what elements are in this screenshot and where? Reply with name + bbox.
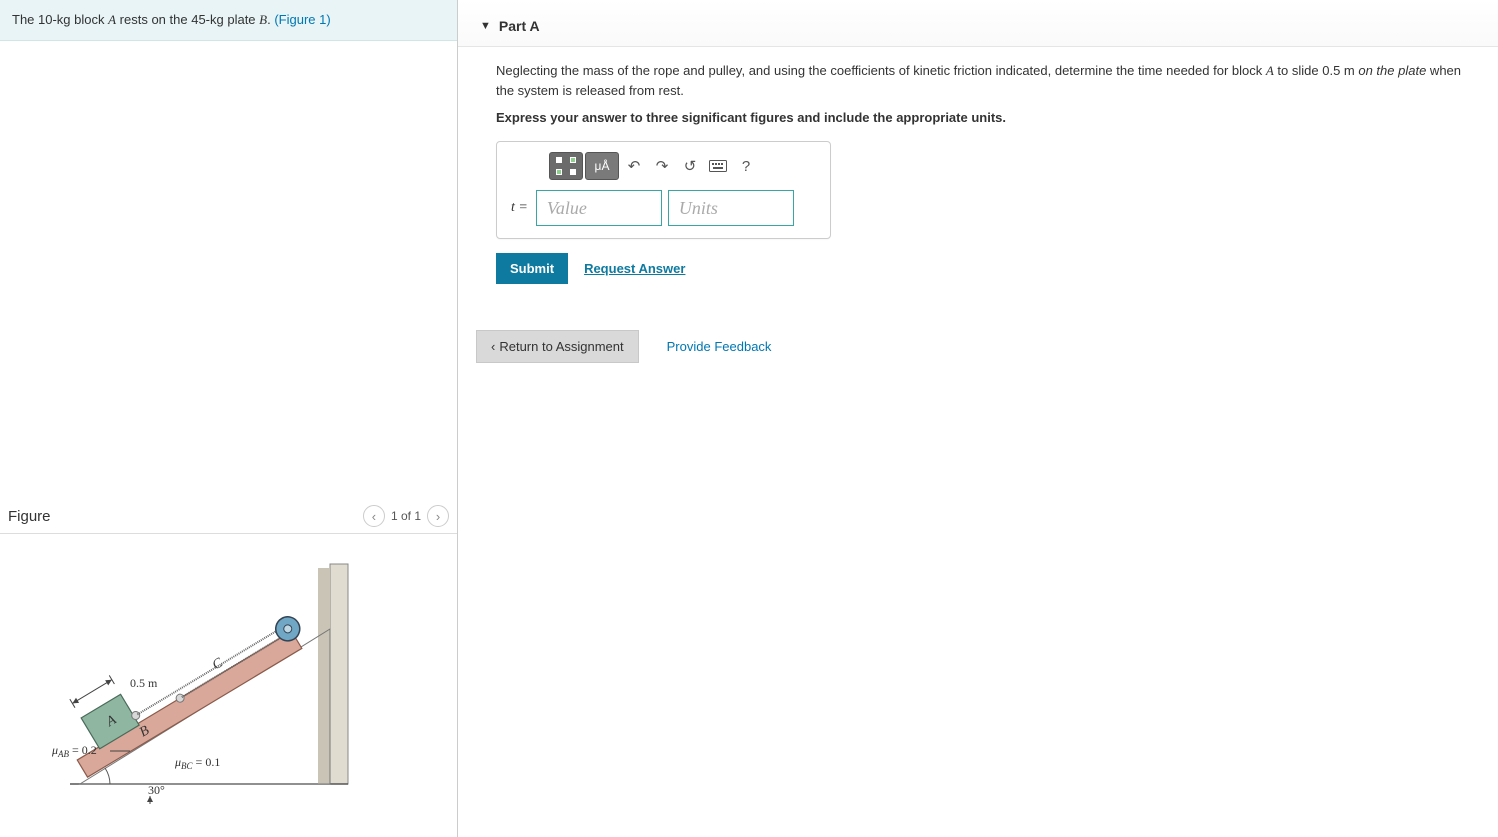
return-button[interactable]: ‹ Return to Assignment bbox=[476, 330, 639, 363]
undo-icon[interactable]: ↶ bbox=[621, 154, 647, 178]
figure-title: Figure bbox=[8, 508, 51, 525]
chevron-left-icon: ‹ bbox=[491, 339, 495, 354]
variable-label: t = bbox=[509, 200, 530, 216]
problem-text: rests on the 45-kg plate bbox=[116, 12, 259, 27]
request-answer-link[interactable]: Request Answer bbox=[584, 261, 685, 276]
keyboard-icon[interactable] bbox=[705, 154, 731, 178]
part-header[interactable]: ▼ Part A bbox=[458, 0, 1498, 47]
figure-nav: ‹ 1 of 1 › bbox=[363, 505, 449, 527]
figure-image: A B C bbox=[0, 534, 457, 827]
svg-text:0.5 m: 0.5 m bbox=[130, 676, 158, 690]
var-b: B bbox=[259, 12, 267, 27]
collapse-icon: ▼ bbox=[480, 20, 491, 32]
problem-statement: The 10-kg block A rests on the 45-kg pla… bbox=[0, 0, 457, 41]
redo-icon[interactable]: ↷ bbox=[649, 154, 675, 178]
svg-text:μAB = 0.2: μAB = 0.2 bbox=[51, 743, 97, 759]
return-label: Return to Assignment bbox=[499, 339, 623, 354]
figure-counter: 1 of 1 bbox=[391, 509, 421, 523]
answer-toolbar: μÅ ↶ ↷ ↺ ? bbox=[549, 152, 818, 180]
problem-text: The 10-kg block bbox=[12, 12, 108, 27]
figure-link[interactable]: (Figure 1) bbox=[274, 12, 330, 27]
instruction-text: Express your answer to three significant… bbox=[496, 110, 1470, 125]
svg-text:μBC = 0.1: μBC = 0.1 bbox=[174, 755, 220, 771]
template-button[interactable] bbox=[549, 152, 583, 180]
question-text: Neglecting the mass of the rope and pull… bbox=[496, 61, 1470, 100]
var-a: A bbox=[108, 12, 116, 27]
units-button[interactable]: μÅ bbox=[585, 152, 619, 180]
submit-button[interactable]: Submit bbox=[496, 253, 568, 284]
figure-section: Figure ‹ 1 of 1 › A bbox=[0, 499, 457, 837]
reset-icon[interactable]: ↺ bbox=[677, 154, 703, 178]
help-icon[interactable]: ? bbox=[733, 154, 759, 178]
figure-prev-button[interactable]: ‹ bbox=[363, 505, 385, 527]
value-input[interactable]: Value bbox=[536, 190, 662, 226]
feedback-link[interactable]: Provide Feedback bbox=[667, 339, 772, 354]
answer-box: μÅ ↶ ↷ ↺ ? t = Value Units bbox=[496, 141, 831, 239]
units-input[interactable]: Units bbox=[668, 190, 794, 226]
part-title: Part A bbox=[499, 18, 540, 34]
figure-next-button[interactable]: › bbox=[427, 505, 449, 527]
svg-text:30°: 30° bbox=[148, 783, 165, 797]
